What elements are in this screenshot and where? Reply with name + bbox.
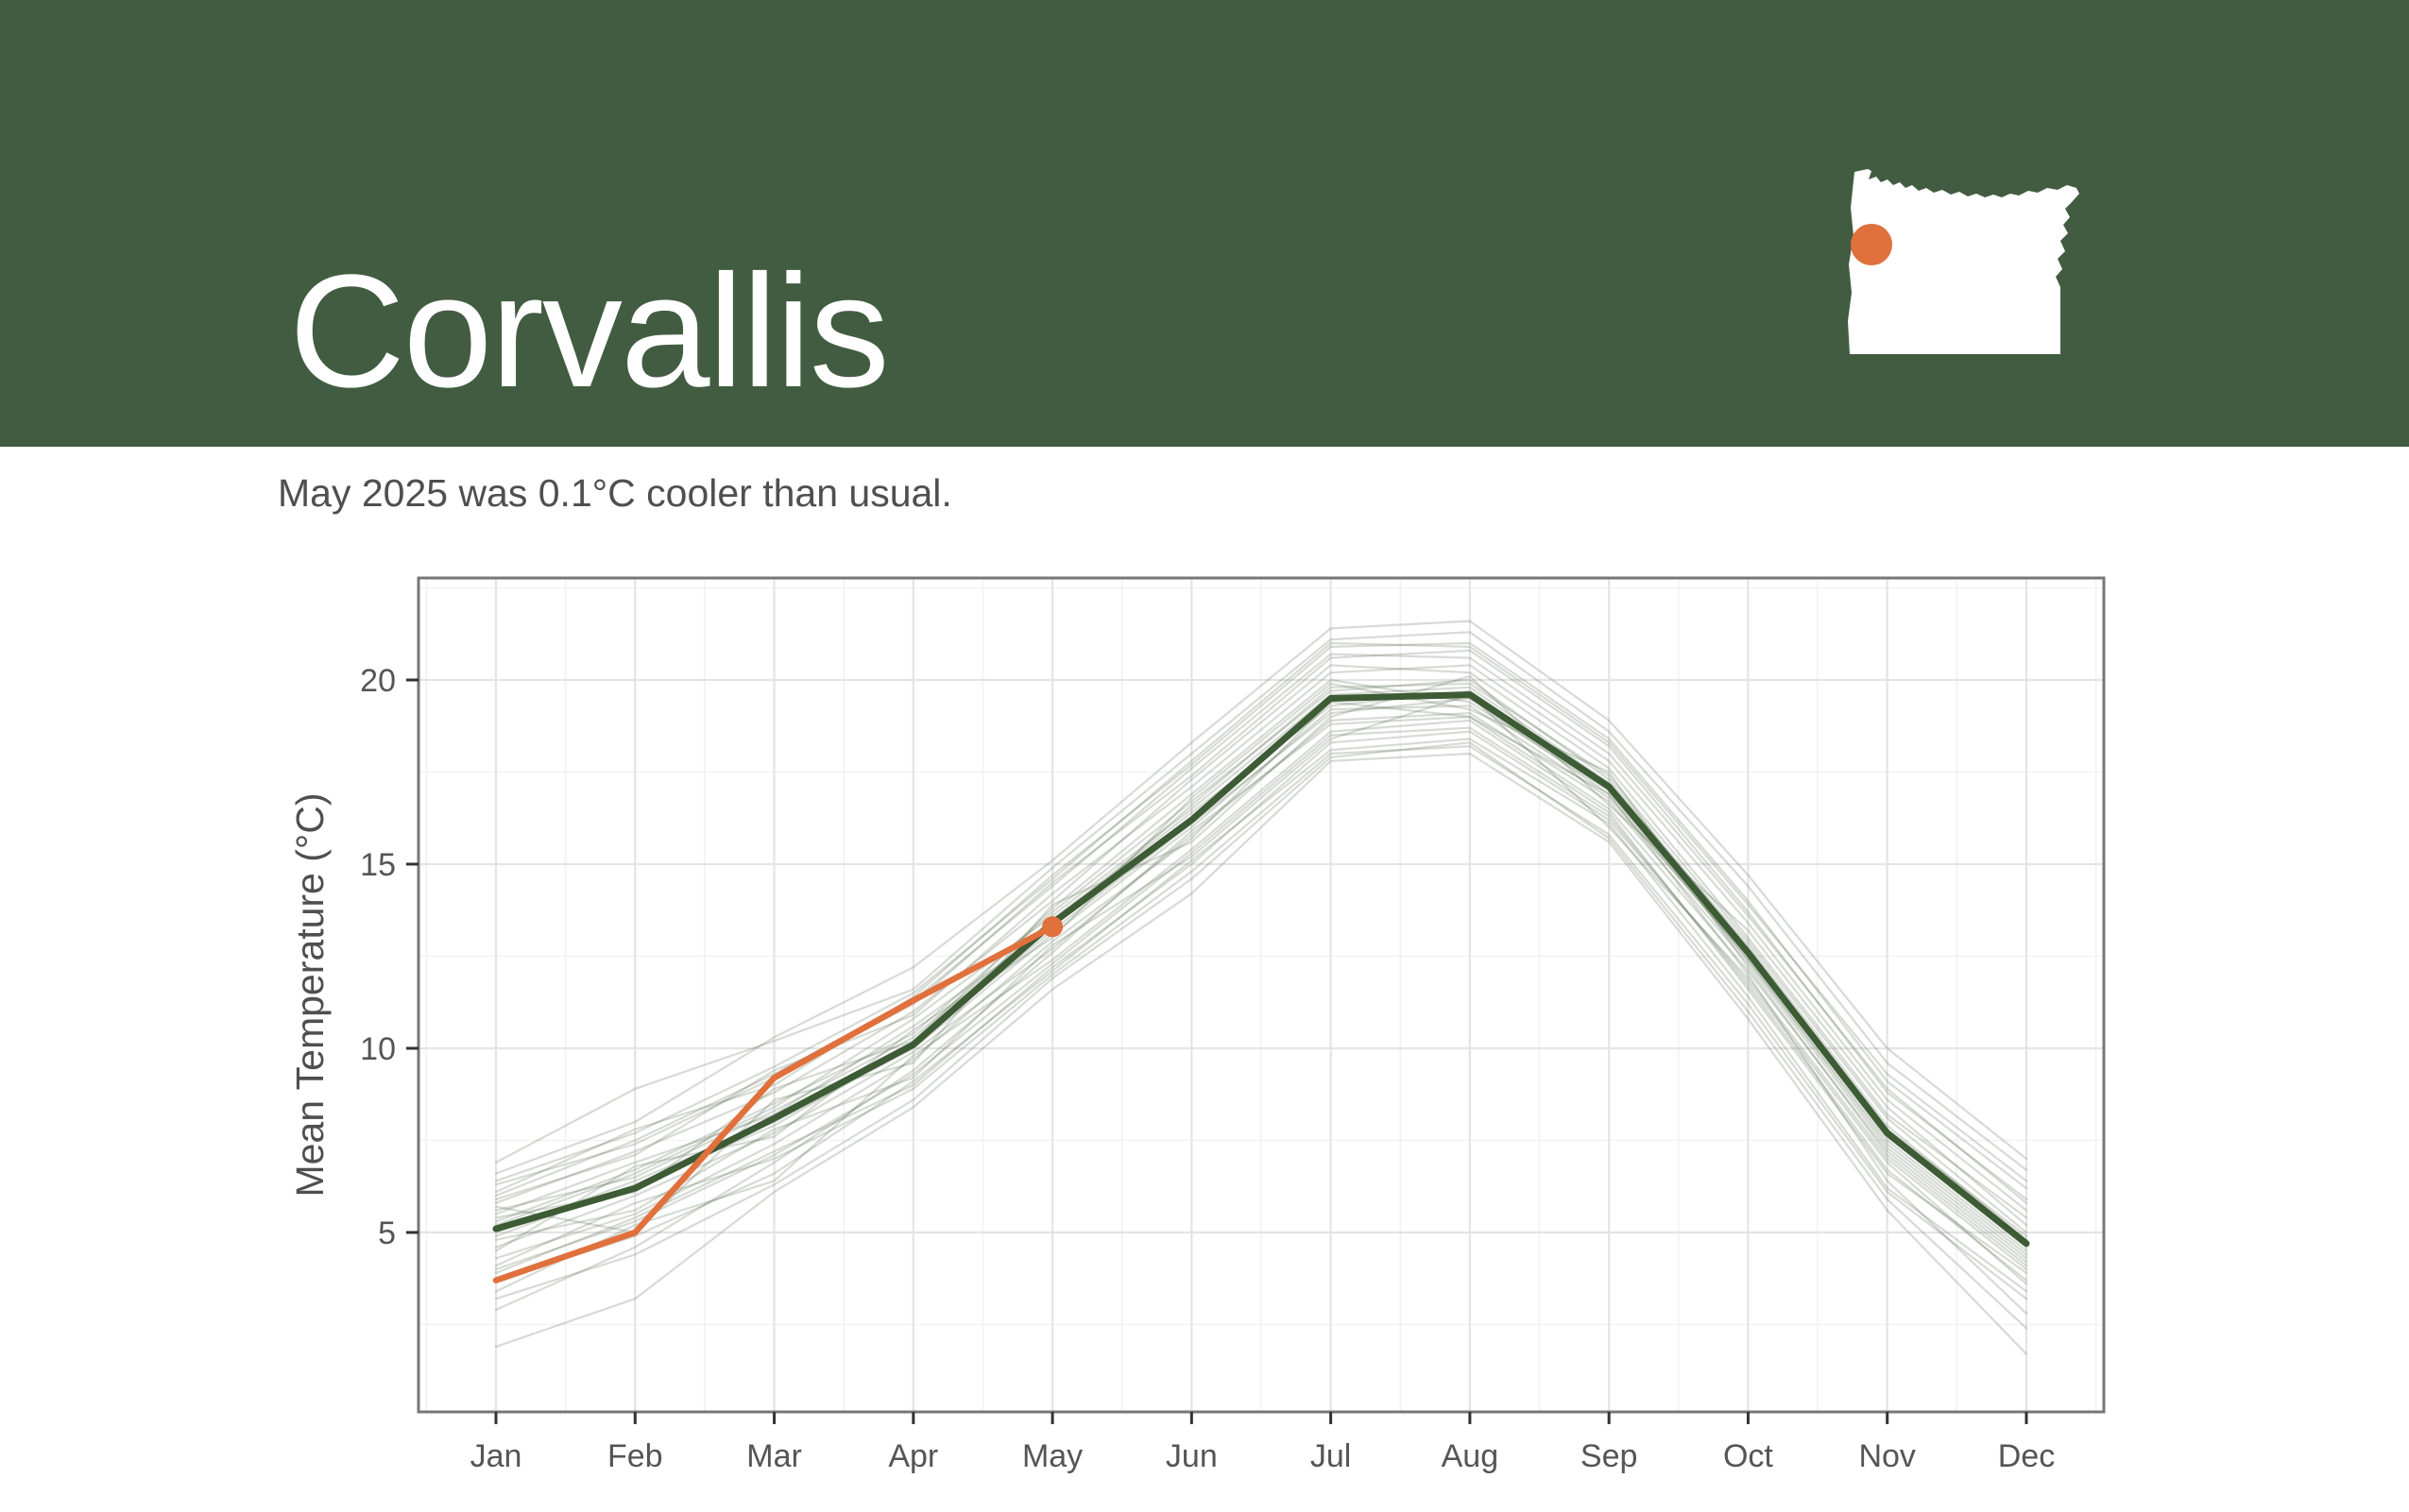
y-axis-title: Mean Temperature (°C) — [288, 792, 332, 1197]
x-axis-label: Jan — [470, 1438, 522, 1474]
page-title: Corvallis — [289, 242, 890, 421]
x-axis-label: Jul — [1310, 1438, 1351, 1474]
y-axis-label: 20 — [360, 663, 396, 699]
oregon-outline — [1848, 169, 2079, 354]
historical-year-line — [494, 738, 2028, 1293]
x-axis-label: Dec — [1998, 1438, 2055, 1474]
x-axis-label: Nov — [1858, 1438, 1915, 1474]
historical-year-line — [494, 682, 2028, 1234]
x-axis-label: Aug — [1442, 1438, 1499, 1474]
historical-year-line — [494, 701, 2028, 1264]
historical-year-line — [494, 752, 2028, 1355]
panel-border — [417, 576, 2106, 1414]
header-band: Corvallis — [0, 0, 2409, 447]
historical-year-line — [494, 664, 2028, 1212]
historical-year-line — [494, 719, 2028, 1293]
x-axis-label: Apr — [888, 1438, 938, 1474]
city-location-dot — [1851, 224, 1892, 265]
historical-year-line — [494, 641, 2028, 1194]
historical-year-line — [494, 741, 2028, 1330]
historical-year-line — [494, 711, 2028, 1260]
x-axis-label: Oct — [1723, 1438, 1773, 1474]
y-axis-label: 10 — [360, 1031, 396, 1067]
historical-year-line — [494, 674, 2028, 1234]
historical-year-line — [494, 682, 2028, 1267]
historical-year-line — [494, 649, 2028, 1201]
x-axis-label: Mar — [746, 1438, 802, 1474]
historical-year-line — [494, 641, 2028, 1182]
chart-subtitle: May 2025 was 0.1°C cooler than usual. — [278, 471, 952, 515]
current-year-line — [492, 924, 1056, 1283]
oregon-map-icon — [1848, 169, 2079, 354]
historical-year-line — [494, 726, 2028, 1282]
historical-year-line — [494, 730, 2028, 1285]
historical-year-line — [494, 745, 2028, 1300]
x-axis-label: May — [1022, 1438, 1083, 1474]
average-line — [492, 691, 2030, 1248]
historical-year-line — [494, 697, 2028, 1252]
historical-year-line — [494, 631, 2028, 1171]
oregon-map — [1847, 168, 2081, 357]
historical-year-line — [494, 686, 2028, 1241]
historical-year-line — [494, 693, 2028, 1271]
x-axis-label: Sep — [1580, 1438, 1638, 1474]
x-axis-label: Feb — [607, 1438, 663, 1474]
historical-year-line — [494, 715, 2028, 1315]
y-axis-label: 15 — [360, 847, 396, 883]
latest-month-marker — [1042, 916, 1064, 938]
x-axis-label: Jun — [1166, 1438, 1218, 1474]
historical-year-line — [494, 653, 2028, 1204]
y-axis-label: 5 — [378, 1215, 396, 1251]
historical-year-line — [494, 620, 2028, 1175]
